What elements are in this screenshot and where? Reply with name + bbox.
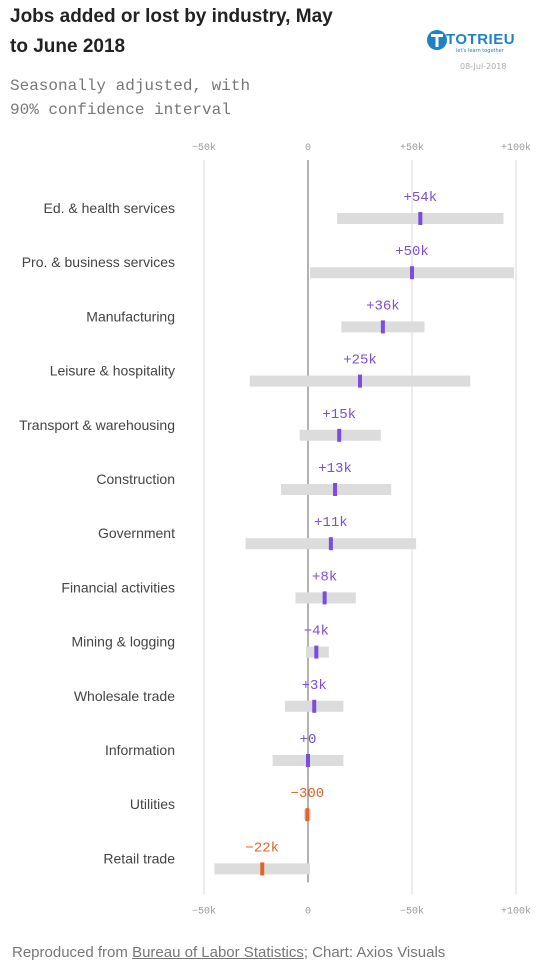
estimate-marker bbox=[305, 808, 310, 822]
category-label: Financial activities bbox=[61, 579, 175, 595]
estimate-marker bbox=[380, 320, 385, 334]
category-label: Utilities bbox=[130, 796, 175, 812]
category-label: Wholesale trade bbox=[74, 688, 175, 704]
estimate-marker bbox=[418, 212, 423, 225]
category-label: Pro. & business services bbox=[22, 254, 175, 270]
value-label: +0 bbox=[300, 732, 317, 748]
top-tick-label: 0 bbox=[305, 143, 311, 154]
category-label: Transport & warehousing bbox=[19, 417, 175, 433]
logo-t-icon bbox=[427, 30, 447, 50]
value-label: +54k bbox=[404, 190, 438, 206]
category-label: Information bbox=[105, 742, 175, 758]
estimate-marker bbox=[333, 483, 338, 496]
category-label: Leisure & hospitality bbox=[50, 363, 175, 379]
estimate-marker bbox=[314, 645, 319, 659]
value-label: −300 bbox=[291, 786, 325, 802]
value-label: +36k bbox=[366, 298, 400, 314]
footer-prefix: Reproduced from bbox=[12, 944, 133, 961]
bottom-tick-label: −50k bbox=[192, 905, 216, 917]
value-label: +3k bbox=[302, 678, 327, 694]
bottom-tick-label: 0 bbox=[305, 906, 311, 917]
footer-suffix: ; Chart: Axios Visuals bbox=[303, 944, 446, 961]
watermark-logo: TOTRIEU let's learn together 08-Jul-2018 bbox=[426, 26, 518, 76]
footer-source: Reproduced from Bureau of Labor Statisti… bbox=[12, 944, 445, 961]
estimate-marker bbox=[312, 699, 317, 713]
value-label: +4k bbox=[304, 624, 329, 640]
bottom-tick-label: −50k bbox=[400, 905, 424, 917]
top-tick-label: −50k bbox=[192, 142, 216, 154]
value-label: +15k bbox=[322, 407, 356, 423]
estimate-marker bbox=[260, 862, 265, 876]
logo-date: 08-Jul-2018 bbox=[460, 62, 507, 71]
category-label: Ed. & health services bbox=[43, 200, 175, 216]
value-label: +50k bbox=[395, 244, 429, 260]
chart-subtitle: Seasonally adjusted, with 90% confidence… bbox=[10, 77, 251, 119]
value-label: +25k bbox=[343, 353, 377, 369]
value-label: +13k bbox=[318, 461, 352, 477]
category-label: Manufacturing bbox=[86, 308, 175, 324]
logo-brand: TOTRIEU bbox=[446, 31, 516, 48]
top-tick-label: +50k bbox=[400, 142, 424, 154]
estimate-marker bbox=[410, 266, 414, 280]
estimate-marker bbox=[328, 537, 333, 551]
category-label: Government bbox=[98, 525, 175, 541]
estimate-marker bbox=[306, 754, 310, 767]
value-label: +8k bbox=[312, 569, 337, 585]
jobs-chart: −50k −50k 0 0 +50k −50k +100k +100k Ed. & health… bbox=[19, 142, 531, 917]
chart-title: Jobs added or lost by industry, May to J… bbox=[10, 6, 333, 57]
bottom-tick-label: +100k bbox=[501, 905, 531, 917]
value-label: +11k bbox=[314, 515, 348, 531]
category-label: Construction bbox=[96, 471, 175, 487]
category-label: Mining & logging bbox=[71, 634, 175, 650]
source-link[interactable]: Bureau of Labor Statistics bbox=[132, 944, 304, 961]
value-label: −22k bbox=[245, 840, 279, 856]
logo-tagline: let's learn together bbox=[456, 48, 504, 54]
category-label: Retail trade bbox=[103, 850, 175, 866]
top-tick-label: +100k bbox=[501, 142, 531, 154]
estimate-marker bbox=[337, 428, 342, 442]
estimate-marker bbox=[322, 591, 327, 605]
estimate-marker bbox=[358, 374, 362, 388]
